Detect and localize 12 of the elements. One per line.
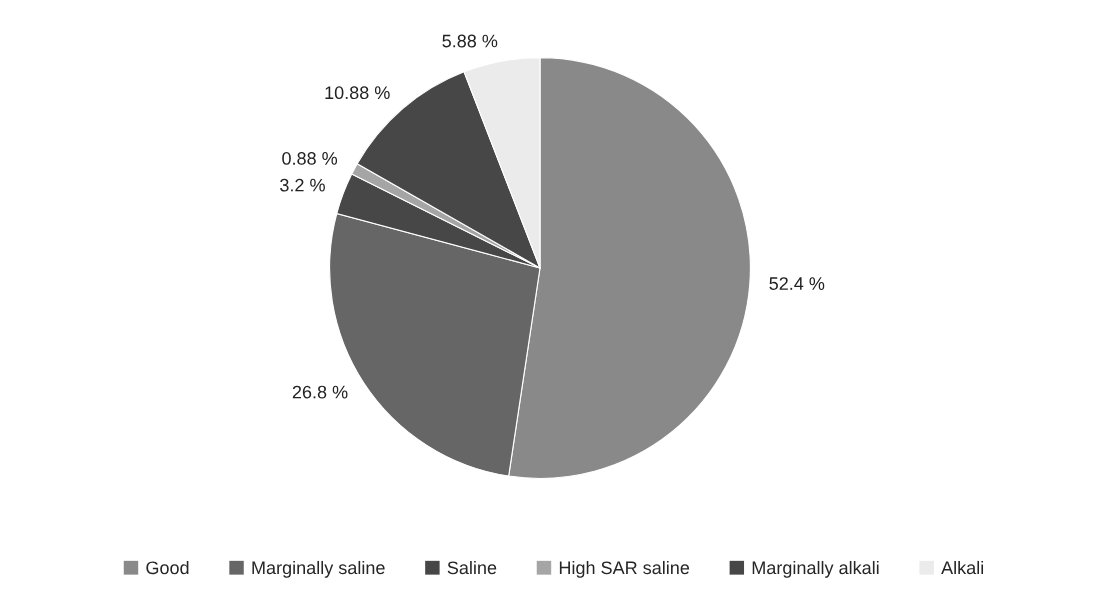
legend-label: Marginally saline: [252, 560, 385, 578]
legend-label: Saline: [447, 560, 497, 575]
legend-label: High SAR saline: [559, 560, 690, 578]
legend-label: Alkali: [941, 560, 984, 575]
data-label: 0.88 %: [282, 152, 338, 165]
legend-label: Good: [146, 560, 189, 575]
data-label: 26.8 %: [292, 385, 348, 399]
data-label: 5.88 %: [442, 34, 498, 48]
data-label: 52.4 %: [769, 277, 825, 290]
legend-label: Marginally alkali: [752, 560, 879, 578]
data-label: 10.88 %: [325, 86, 390, 100]
data-label: 3.2 %: [280, 178, 325, 192]
